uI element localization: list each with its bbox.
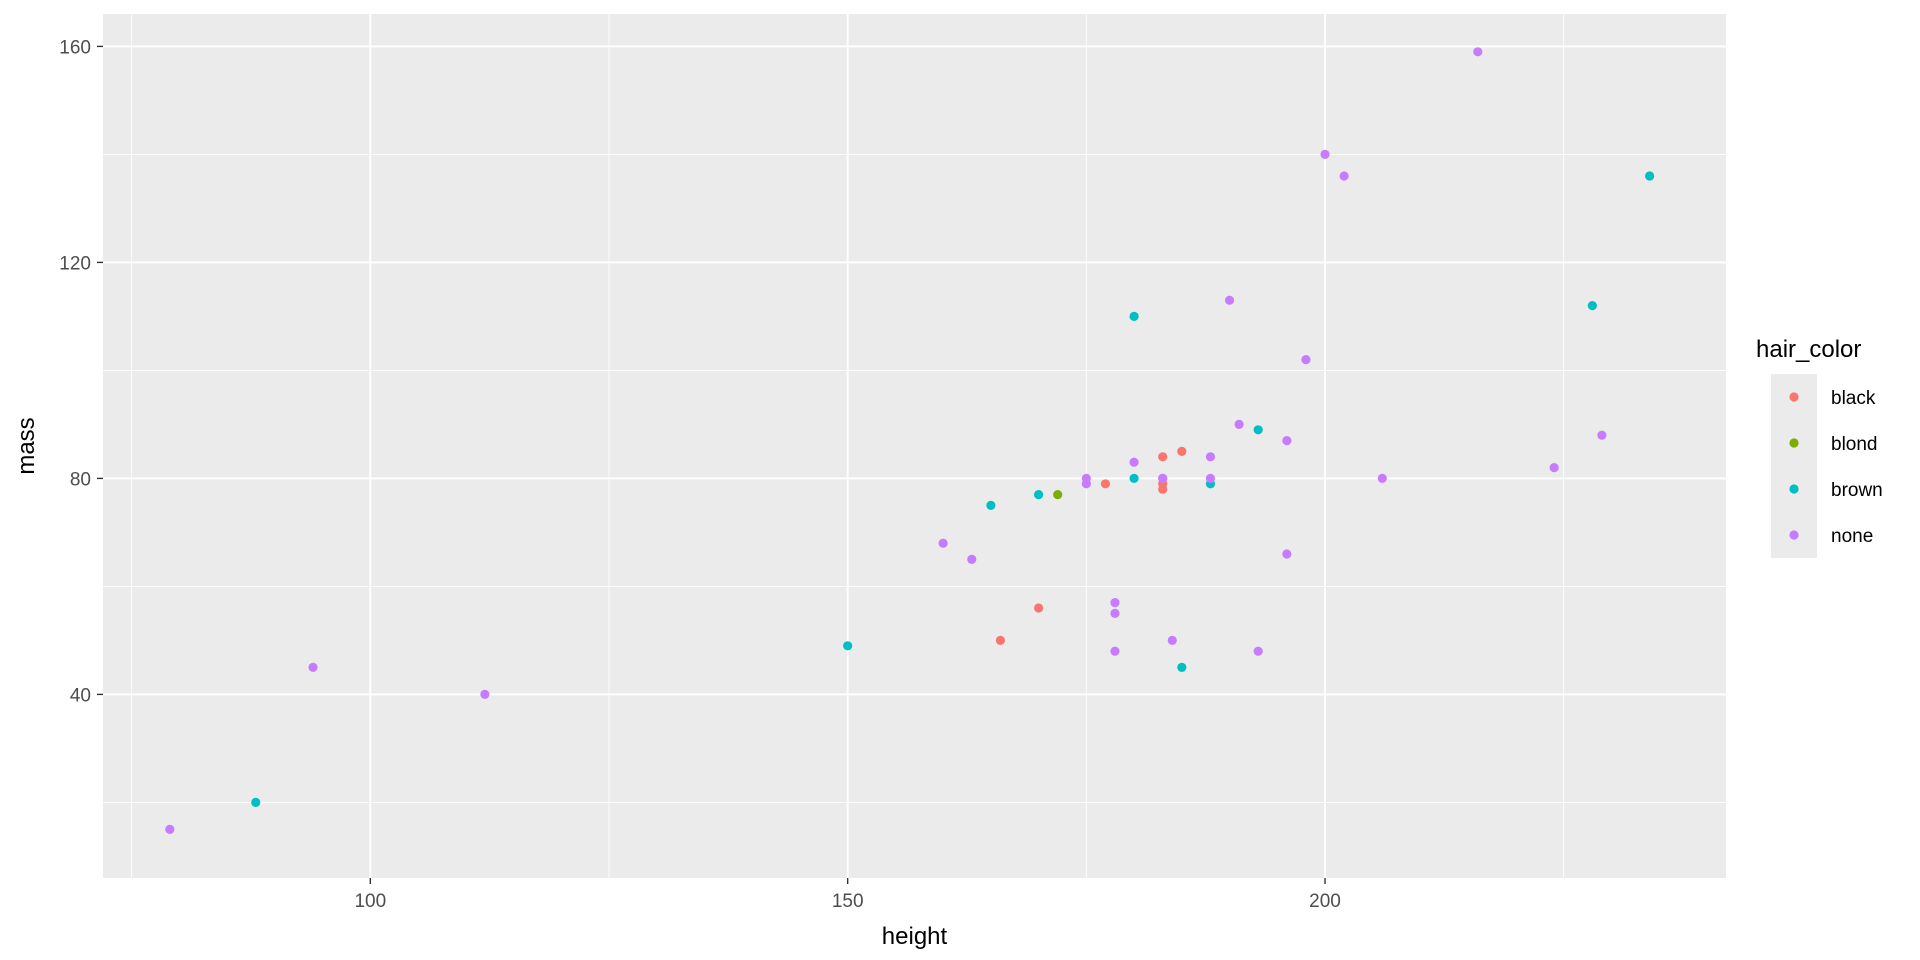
data-point-brown [1129,311,1139,321]
y-tick-label: 160 [59,37,91,58]
legend-label-blond: blond [1831,434,1878,455]
x-axis: 100 150 200 [354,878,1341,912]
data-point-none [1282,549,1292,559]
x-tick-label: 200 [1309,891,1341,912]
legend-key-none [1789,530,1799,540]
data-point-none [1234,419,1244,429]
data-points [165,47,1655,835]
legend-key-blond [1789,438,1799,448]
data-point-none [1167,635,1177,646]
data-point-none [1129,457,1139,467]
x-tick-label: 100 [354,891,386,912]
plot-panel [103,14,1726,878]
data-point-brown [1034,490,1044,500]
data-point-none [1301,355,1311,365]
y-axis: 40 80 120 160 [59,37,103,706]
data-point-none [165,824,175,835]
data-point-brown [1645,171,1655,181]
legend-label-brown: brown [1831,480,1883,501]
data-point-none [1377,473,1387,483]
data-point-blond [1053,490,1063,500]
data-point-black [1100,479,1111,489]
y-tick-label: 80 [70,469,91,490]
data-point-black [1158,452,1168,462]
data-point-none [1158,473,1168,483]
legend-title: hair_color [1756,336,1861,363]
minor-gridlines [103,14,1726,878]
data-point-none [1110,598,1120,608]
data-point-brown [1177,662,1187,673]
data-point-none [938,538,948,548]
y-tick-label: 120 [59,253,91,274]
y-tick-label: 40 [70,685,91,706]
data-point-none [1597,430,1607,440]
legend-label-black: black [1831,388,1876,409]
data-point-none [1253,646,1263,656]
data-point-none [1110,608,1120,619]
data-point-none [1549,463,1559,473]
data-point-brown [1587,301,1597,311]
data-point-none [1320,149,1330,159]
legend-keys-background [1771,374,1817,558]
data-point-black [1177,446,1187,456]
major-gridlines [103,14,1726,878]
legend-label-none: none [1831,526,1873,547]
data-point-brown [1129,473,1139,483]
data-point-none [308,662,318,673]
legend-key-black [1789,392,1799,402]
x-axis-title: height [882,923,948,950]
data-point-none [1110,646,1120,656]
data-point-black [1034,603,1044,613]
data-point-brown [986,500,996,510]
y-axis-title: mass [13,417,40,474]
data-point-none [1339,171,1349,181]
legend-key-brown [1789,484,1799,494]
x-tick-label: 150 [832,891,864,912]
data-point-none [480,689,490,700]
data-point-none [1224,295,1235,305]
data-point-none [1205,452,1216,462]
data-point-brown [1253,425,1263,435]
data-point-brown [251,797,261,808]
legend: hair_color black blond brown none [1756,336,1883,558]
data-point-none [1282,436,1292,446]
data-point-black [995,635,1006,646]
data-point-none [1473,47,1483,57]
data-point-none [1081,479,1091,489]
data-point-none [967,554,977,565]
data-point-brown [843,641,853,651]
data-point-none [1205,473,1216,483]
